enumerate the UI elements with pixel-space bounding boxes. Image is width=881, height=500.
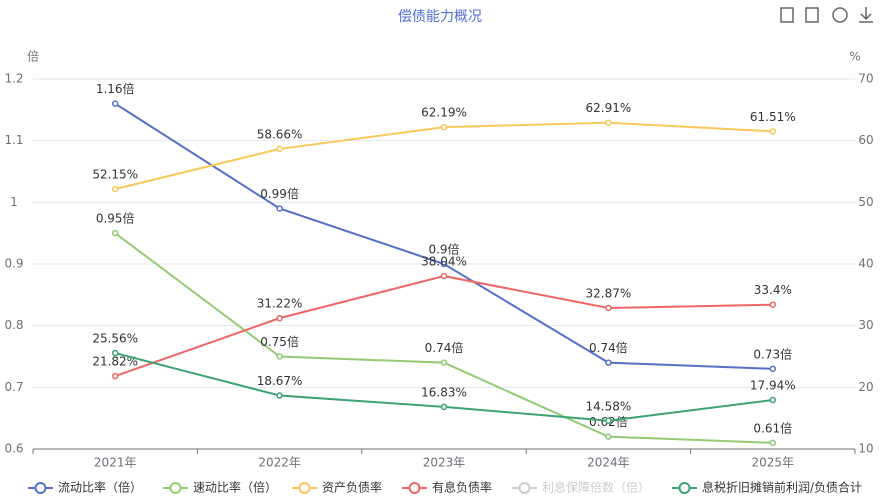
y-tick-label: 0.7: [4, 380, 23, 394]
data-label: 21.82%: [92, 355, 138, 369]
data-label: 1.16倍: [96, 81, 135, 96]
data-point: [276, 353, 283, 360]
y-tick-label: 0.9: [4, 257, 23, 271]
data-label: 52.15%: [92, 168, 138, 182]
data-label: 0.9倍: [428, 242, 459, 257]
y-tick-label: 0.8: [4, 318, 23, 332]
legend-label: 资产负债率: [322, 480, 382, 495]
data-label: 62.91%: [586, 101, 632, 115]
legend-marker: [34, 482, 47, 494]
data-label: 16.83%: [421, 385, 467, 399]
legend-marker: [518, 482, 531, 494]
chart-title: 偿债能力概况: [398, 9, 482, 25]
legend-label: 利息保障倍数（倍）: [542, 480, 650, 495]
legend-marker: [678, 482, 691, 494]
y-tick-label: 1.1: [4, 133, 23, 147]
y2-tick-label: 40: [858, 257, 873, 271]
data-point: [605, 433, 612, 440]
data-point: [769, 128, 777, 135]
data-point: [605, 304, 612, 312]
data-label: 38.04%: [421, 255, 467, 269]
data-point: [276, 314, 283, 322]
data-label: 0.74倍: [589, 340, 628, 355]
data-label: 0.95倍: [96, 211, 135, 226]
y-tick-label: 1.2: [4, 72, 23, 86]
data-point: [605, 119, 612, 126]
data-point: [111, 349, 119, 357]
data-label: 18.67%: [257, 374, 303, 388]
series-line: [114, 102, 773, 370]
data-point: [111, 185, 119, 193]
y2-tick-label: 10: [858, 442, 873, 456]
data-label: 0.73倍: [753, 346, 792, 361]
data-point: [111, 229, 119, 237]
y2-tick-label: 30: [858, 318, 873, 332]
y2-tick-label: 50: [858, 195, 873, 209]
data-label: 0.74倍: [425, 340, 464, 355]
x-tick-label: 2022年: [258, 456, 301, 470]
data-point: [440, 403, 448, 411]
toolbar[interactable]: [780, 7, 873, 23]
data-point: [276, 205, 283, 212]
data-label: 0.75倍: [260, 334, 299, 349]
data-label: 0.61倍: [753, 420, 792, 435]
y-tick-label: 1: [10, 195, 18, 209]
data-label: 58.66%: [257, 127, 303, 141]
data-point: [769, 365, 777, 373]
x-tick-label: 2021年: [94, 456, 137, 470]
y-tick-label: 0.6: [4, 442, 23, 456]
data-point: [111, 372, 119, 380]
restore-icon[interactable]: [805, 7, 819, 23]
download-icon[interactable]: [859, 7, 873, 23]
legend-label: 息税折旧摊销前利润/负债合计: [702, 480, 862, 495]
y-unit: 倍: [27, 49, 39, 64]
data-label: 61.51%: [750, 110, 796, 124]
data-point: [111, 100, 119, 107]
data-point: [276, 145, 283, 153]
data-point: [769, 396, 777, 404]
data-point: [440, 272, 448, 280]
legend-label: 速动比率（倍）: [193, 480, 277, 495]
data-point: [769, 439, 777, 447]
y2-tick-label: 60: [858, 133, 873, 147]
data-label: 32.87%: [586, 286, 632, 300]
legend-label: 有息负债率: [432, 480, 492, 495]
legend-marker: [169, 482, 182, 494]
data-point: [769, 301, 777, 308]
data-label: 17.94%: [750, 379, 796, 393]
data-label: 14.58%: [586, 399, 632, 413]
data-point: [440, 123, 448, 131]
data-point: [605, 359, 612, 366]
x-tick-label: 2023年: [423, 456, 466, 470]
y2-unit: %: [849, 50, 860, 64]
legend-marker: [298, 482, 311, 494]
data-point: [440, 260, 448, 268]
y2-tick-label: 20: [858, 380, 873, 394]
data-point: [605, 417, 612, 425]
series-line: [114, 121, 773, 191]
data-label: 62.19%: [421, 106, 467, 120]
data-label: 25.56%: [92, 332, 138, 346]
legend-marker: [408, 482, 421, 494]
data-label: 0.99倍: [260, 186, 299, 201]
x-tick-label: 2025年: [752, 456, 795, 470]
data-point: [276, 392, 283, 399]
data-point: [440, 359, 448, 366]
x-tick-label: 2024年: [587, 456, 630, 470]
legend-label: 流动比率（倍）: [58, 480, 142, 495]
data-label: 31.22%: [257, 297, 303, 311]
data-label: 33.4%: [754, 283, 792, 297]
refresh-icon[interactable]: [832, 7, 848, 23]
data-view-icon[interactable]: [780, 7, 794, 23]
y2-tick-label: 70: [858, 72, 873, 86]
